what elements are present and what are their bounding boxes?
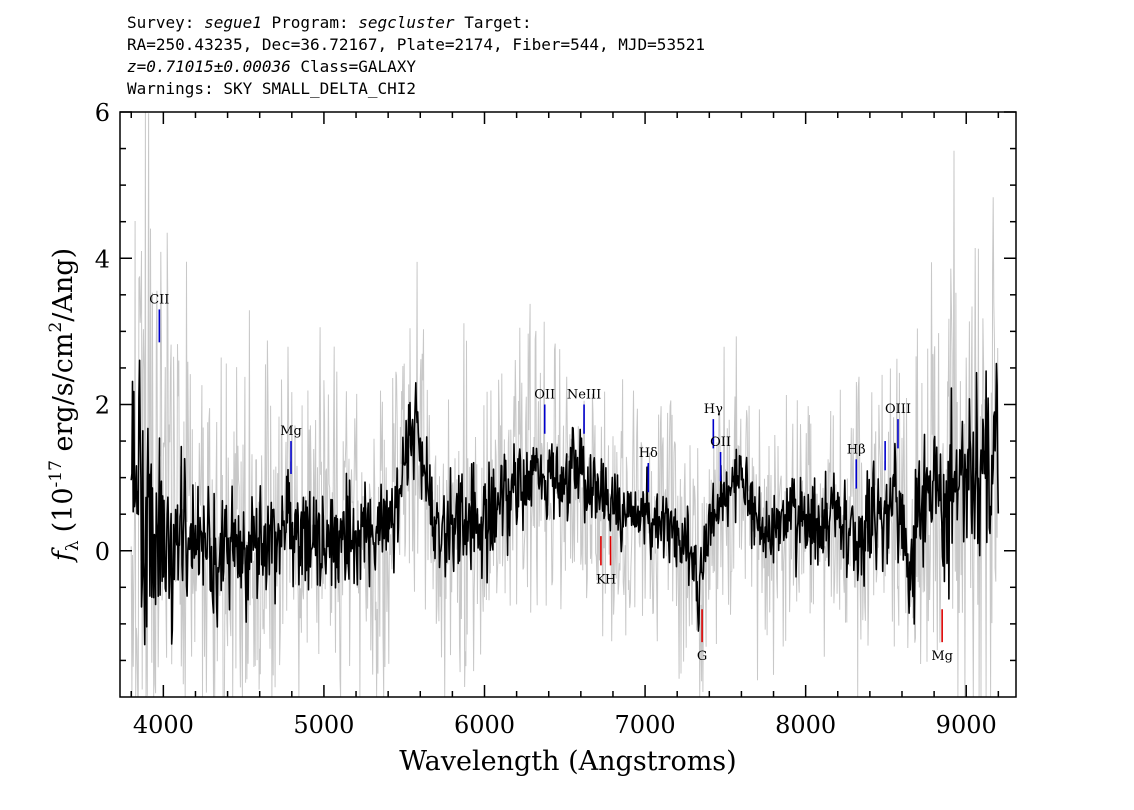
line-label: NeIII	[567, 388, 601, 403]
flux-series-line	[130, 359, 1000, 646]
x-tick-label: 7000	[615, 711, 676, 739]
x-tick-label: 4000	[133, 711, 194, 739]
line-label: CII	[149, 292, 169, 307]
line-label: Mg	[280, 424, 302, 439]
line-label: Hδ	[639, 446, 658, 461]
line-label: Hγ	[704, 402, 723, 417]
line-label: K	[596, 572, 606, 587]
spectrum-header: Survey: segue1 Program: segcluster Targe…	[127, 12, 705, 100]
axis-ticks: 4000 5000 6000 7000 8000 9000 0 2 4 6	[95, 99, 1016, 739]
y-axis-unit-mid: erg/s/cm	[48, 333, 79, 461]
line-label: Hβ	[847, 442, 866, 457]
x-tick-label: 8000	[775, 711, 836, 739]
y-tick-label: 2	[95, 392, 110, 420]
redshift-value: z=0.71015±0.00036	[127, 57, 291, 76]
y-tick-label: 4	[95, 245, 110, 273]
error-spectrum	[130, 111, 999, 698]
header-line-coordinates: RA=250.43235, Dec=36.72167, Plate=2174, …	[127, 35, 705, 54]
y-axis-unit-post: /Ang)	[48, 248, 79, 322]
header-line-warnings: Warnings: SKY SMALL_DELTA_CHI2	[127, 79, 416, 98]
line-label: OII	[534, 388, 555, 403]
x-tick-label: 9000	[936, 711, 997, 739]
line-label: OIII	[885, 402, 911, 417]
y-axis-unit-pre: (10	[48, 487, 79, 532]
y-axis-unit-exp2: 2	[46, 322, 66, 333]
survey-value: segue1	[204, 13, 262, 32]
target-key: Target:	[464, 13, 532, 32]
x-tick-label: 5000	[293, 711, 354, 739]
y-axis-unit-exp1: -17	[46, 460, 66, 487]
class-value: Class=GALAXY	[300, 57, 416, 76]
header-line-survey: Survey: segue1 Program: segcluster Targe…	[127, 12, 705, 34]
line-label: OII	[710, 435, 731, 450]
flux-spectrum	[130, 359, 1000, 646]
y-axis-subscript: λ	[63, 540, 83, 551]
line-label: H	[605, 572, 616, 587]
y-tick-label: 6	[95, 99, 110, 127]
error-series-line	[130, 111, 999, 698]
header-line-redshift: z=0.71015±0.00036 Class=GALAXY	[127, 56, 705, 78]
line-label: G	[697, 649, 707, 664]
survey-key: Survey:	[127, 13, 195, 32]
program-value: segcluster	[358, 13, 455, 32]
y-tick-label: 0	[95, 538, 110, 566]
program-key: Program:	[271, 13, 349, 32]
line-annotations: CII Mg OII NeIII Hδ Hγ OII Hβ OIII K H G Mg	[149, 292, 953, 664]
x-axis-label: Wavelength (Angstroms)	[399, 746, 736, 777]
line-label: Mg	[931, 649, 953, 664]
y-axis-label: fλ (10-17 erg/s/cm2/Ang)	[46, 248, 83, 563]
x-tick-label: 6000	[454, 711, 515, 739]
y-axis-symbol: f	[48, 547, 79, 563]
